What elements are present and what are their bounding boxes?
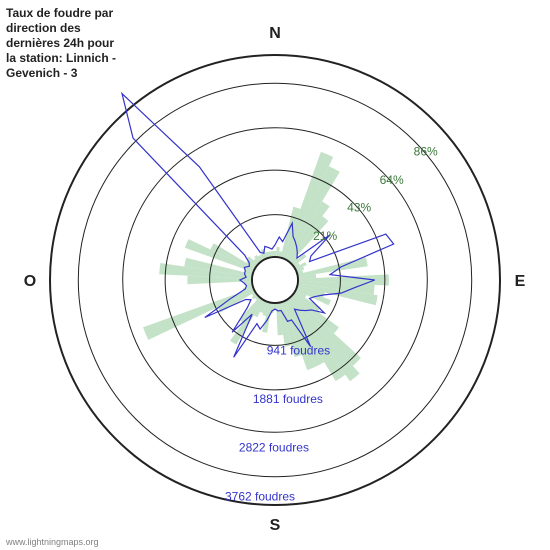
cardinal-label: E [515, 273, 526, 290]
inner-fill [253, 258, 297, 302]
pct-label: 64% [380, 173, 404, 187]
count-label: 941 foudres [267, 344, 330, 358]
cardinal-label: N [269, 25, 281, 42]
count-line [122, 94, 394, 358]
count-label: 2822 foudres [239, 441, 309, 455]
pct-label: 86% [414, 145, 438, 159]
count-label: 3762 foudres [225, 489, 295, 503]
cardinal-label: O [24, 273, 36, 290]
pct-label: 43% [347, 200, 371, 214]
polar-chart: 21% 43% 64% 86% 941 foudres 1881 foudres 2822 … [0, 0, 550, 550]
cardinal-label: S [270, 517, 281, 534]
count-label: 1881 foudres [253, 392, 323, 406]
pct-label: 21% [313, 229, 337, 243]
